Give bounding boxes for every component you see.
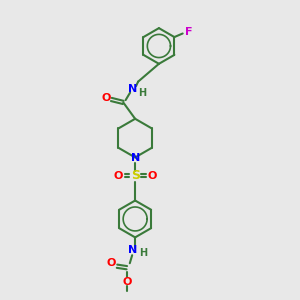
Text: O: O bbox=[113, 171, 123, 181]
Text: N: N bbox=[128, 84, 137, 94]
Text: H: H bbox=[140, 248, 148, 258]
Text: N: N bbox=[128, 245, 137, 256]
Text: N: N bbox=[130, 153, 140, 163]
Text: F: F bbox=[185, 27, 192, 37]
Text: O: O bbox=[147, 171, 157, 181]
Text: O: O bbox=[122, 277, 131, 287]
Text: O: O bbox=[102, 93, 111, 103]
Text: H: H bbox=[138, 88, 146, 98]
Text: S: S bbox=[130, 169, 140, 182]
Text: O: O bbox=[106, 258, 116, 268]
